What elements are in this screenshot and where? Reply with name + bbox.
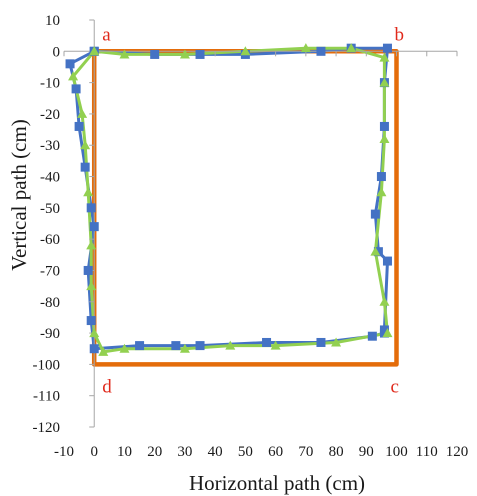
corner-label-d: d — [102, 376, 112, 397]
square-marker — [150, 49, 160, 59]
square-marker — [83, 265, 93, 275]
triangle-marker — [179, 343, 190, 353]
square-marker — [195, 49, 205, 59]
y-tick-label: -120 — [33, 420, 61, 436]
triangle-marker — [379, 77, 390, 87]
triangle-marker — [89, 328, 100, 338]
square-marker — [89, 222, 99, 232]
x-tick-label: 60 — [268, 444, 283, 460]
square-marker — [382, 256, 392, 266]
triangle-marker — [80, 140, 91, 150]
y-tick-label: -10 — [40, 76, 60, 92]
square-marker — [373, 247, 383, 257]
series-lines — [68, 46, 399, 367]
y-tick-label: -30 — [40, 138, 60, 154]
y-tick-label: -110 — [33, 389, 60, 405]
x-tick-label: 40 — [208, 444, 223, 460]
y-tick-label: -20 — [40, 107, 60, 123]
y-tick-label: -100 — [33, 357, 61, 373]
triangle-marker — [89, 46, 100, 56]
square-marker — [379, 121, 389, 131]
square-marker — [382, 43, 392, 53]
x-tick-label: 0 — [90, 444, 98, 460]
triangle-marker — [376, 187, 387, 197]
square-marker — [171, 341, 181, 351]
y-tick-label: -60 — [40, 232, 60, 248]
triangle-marker — [68, 71, 79, 81]
y-tick-label: -70 — [40, 263, 60, 279]
y-tick-label: -50 — [40, 201, 60, 217]
triangle-marker — [379, 296, 390, 306]
x-tick-label: 50 — [238, 444, 253, 460]
triangle-marker — [346, 43, 357, 53]
series-markers — [65, 43, 393, 356]
x-tick-label: 10 — [117, 444, 132, 460]
y-tick-label: -90 — [40, 326, 60, 342]
triangle-marker — [379, 52, 390, 62]
triangle-marker — [240, 46, 251, 56]
triangle-marker — [119, 49, 130, 59]
triangle-marker — [300, 43, 311, 53]
triangle-marker — [270, 340, 281, 350]
square-marker — [135, 341, 145, 351]
square-marker — [86, 203, 96, 213]
x-tick-label: 30 — [177, 444, 192, 460]
x-tick-label: 100 — [385, 444, 408, 460]
x-axis-title: Horizontal path (cm) — [189, 471, 365, 495]
y-tick-label: 10 — [45, 13, 60, 29]
x-tick-label: 120 — [446, 444, 469, 460]
series-line-3 — [71, 46, 389, 354]
y-tick-label: -40 — [40, 170, 60, 186]
triangle-marker — [225, 340, 236, 350]
square-marker — [316, 46, 326, 56]
series-line-2 — [68, 46, 389, 351]
corner-label-b: b — [395, 24, 405, 45]
x-tick-label: 90 — [359, 444, 374, 460]
square-marker — [89, 344, 99, 354]
triangle-marker — [379, 133, 390, 143]
square-marker — [370, 209, 380, 219]
triangle-marker — [331, 337, 342, 347]
triangle-marker — [77, 108, 88, 118]
square-marker — [262, 337, 272, 347]
triangle-marker — [98, 346, 109, 356]
x-tick-label: -10 — [54, 444, 74, 460]
square-marker — [376, 172, 386, 182]
square-marker — [65, 59, 75, 69]
triangle-marker — [370, 246, 381, 256]
square-marker — [80, 162, 90, 172]
square-marker — [71, 84, 81, 94]
chart-labels: 100-10-20-30-40-50-60-70-80-90-100-110-1… — [33, 13, 469, 460]
square-marker — [367, 331, 377, 341]
x-tick-label: 80 — [329, 444, 344, 460]
y-axis-title: Vertical path (cm) — [7, 119, 31, 271]
corner-label-c: c — [391, 376, 399, 397]
y-tick-label: -80 — [40, 295, 60, 311]
y-tick-label: 0 — [53, 44, 61, 60]
series-line-1 — [91, 49, 399, 367]
triangle-marker — [119, 343, 130, 353]
triangle-marker — [382, 328, 393, 338]
corner-label-a: a — [102, 24, 111, 45]
x-tick-label: 70 — [298, 444, 313, 460]
square-marker — [379, 325, 389, 335]
triangle-marker — [179, 49, 190, 59]
triangle-marker — [86, 281, 97, 291]
triangle-marker — [86, 240, 97, 250]
square-marker — [74, 121, 84, 131]
x-tick-label: 20 — [147, 444, 162, 460]
square-marker — [316, 337, 326, 347]
triangle-marker — [83, 187, 94, 197]
square-marker — [195, 341, 205, 351]
x-tick-label: 110 — [416, 444, 438, 460]
square-marker — [86, 316, 96, 326]
